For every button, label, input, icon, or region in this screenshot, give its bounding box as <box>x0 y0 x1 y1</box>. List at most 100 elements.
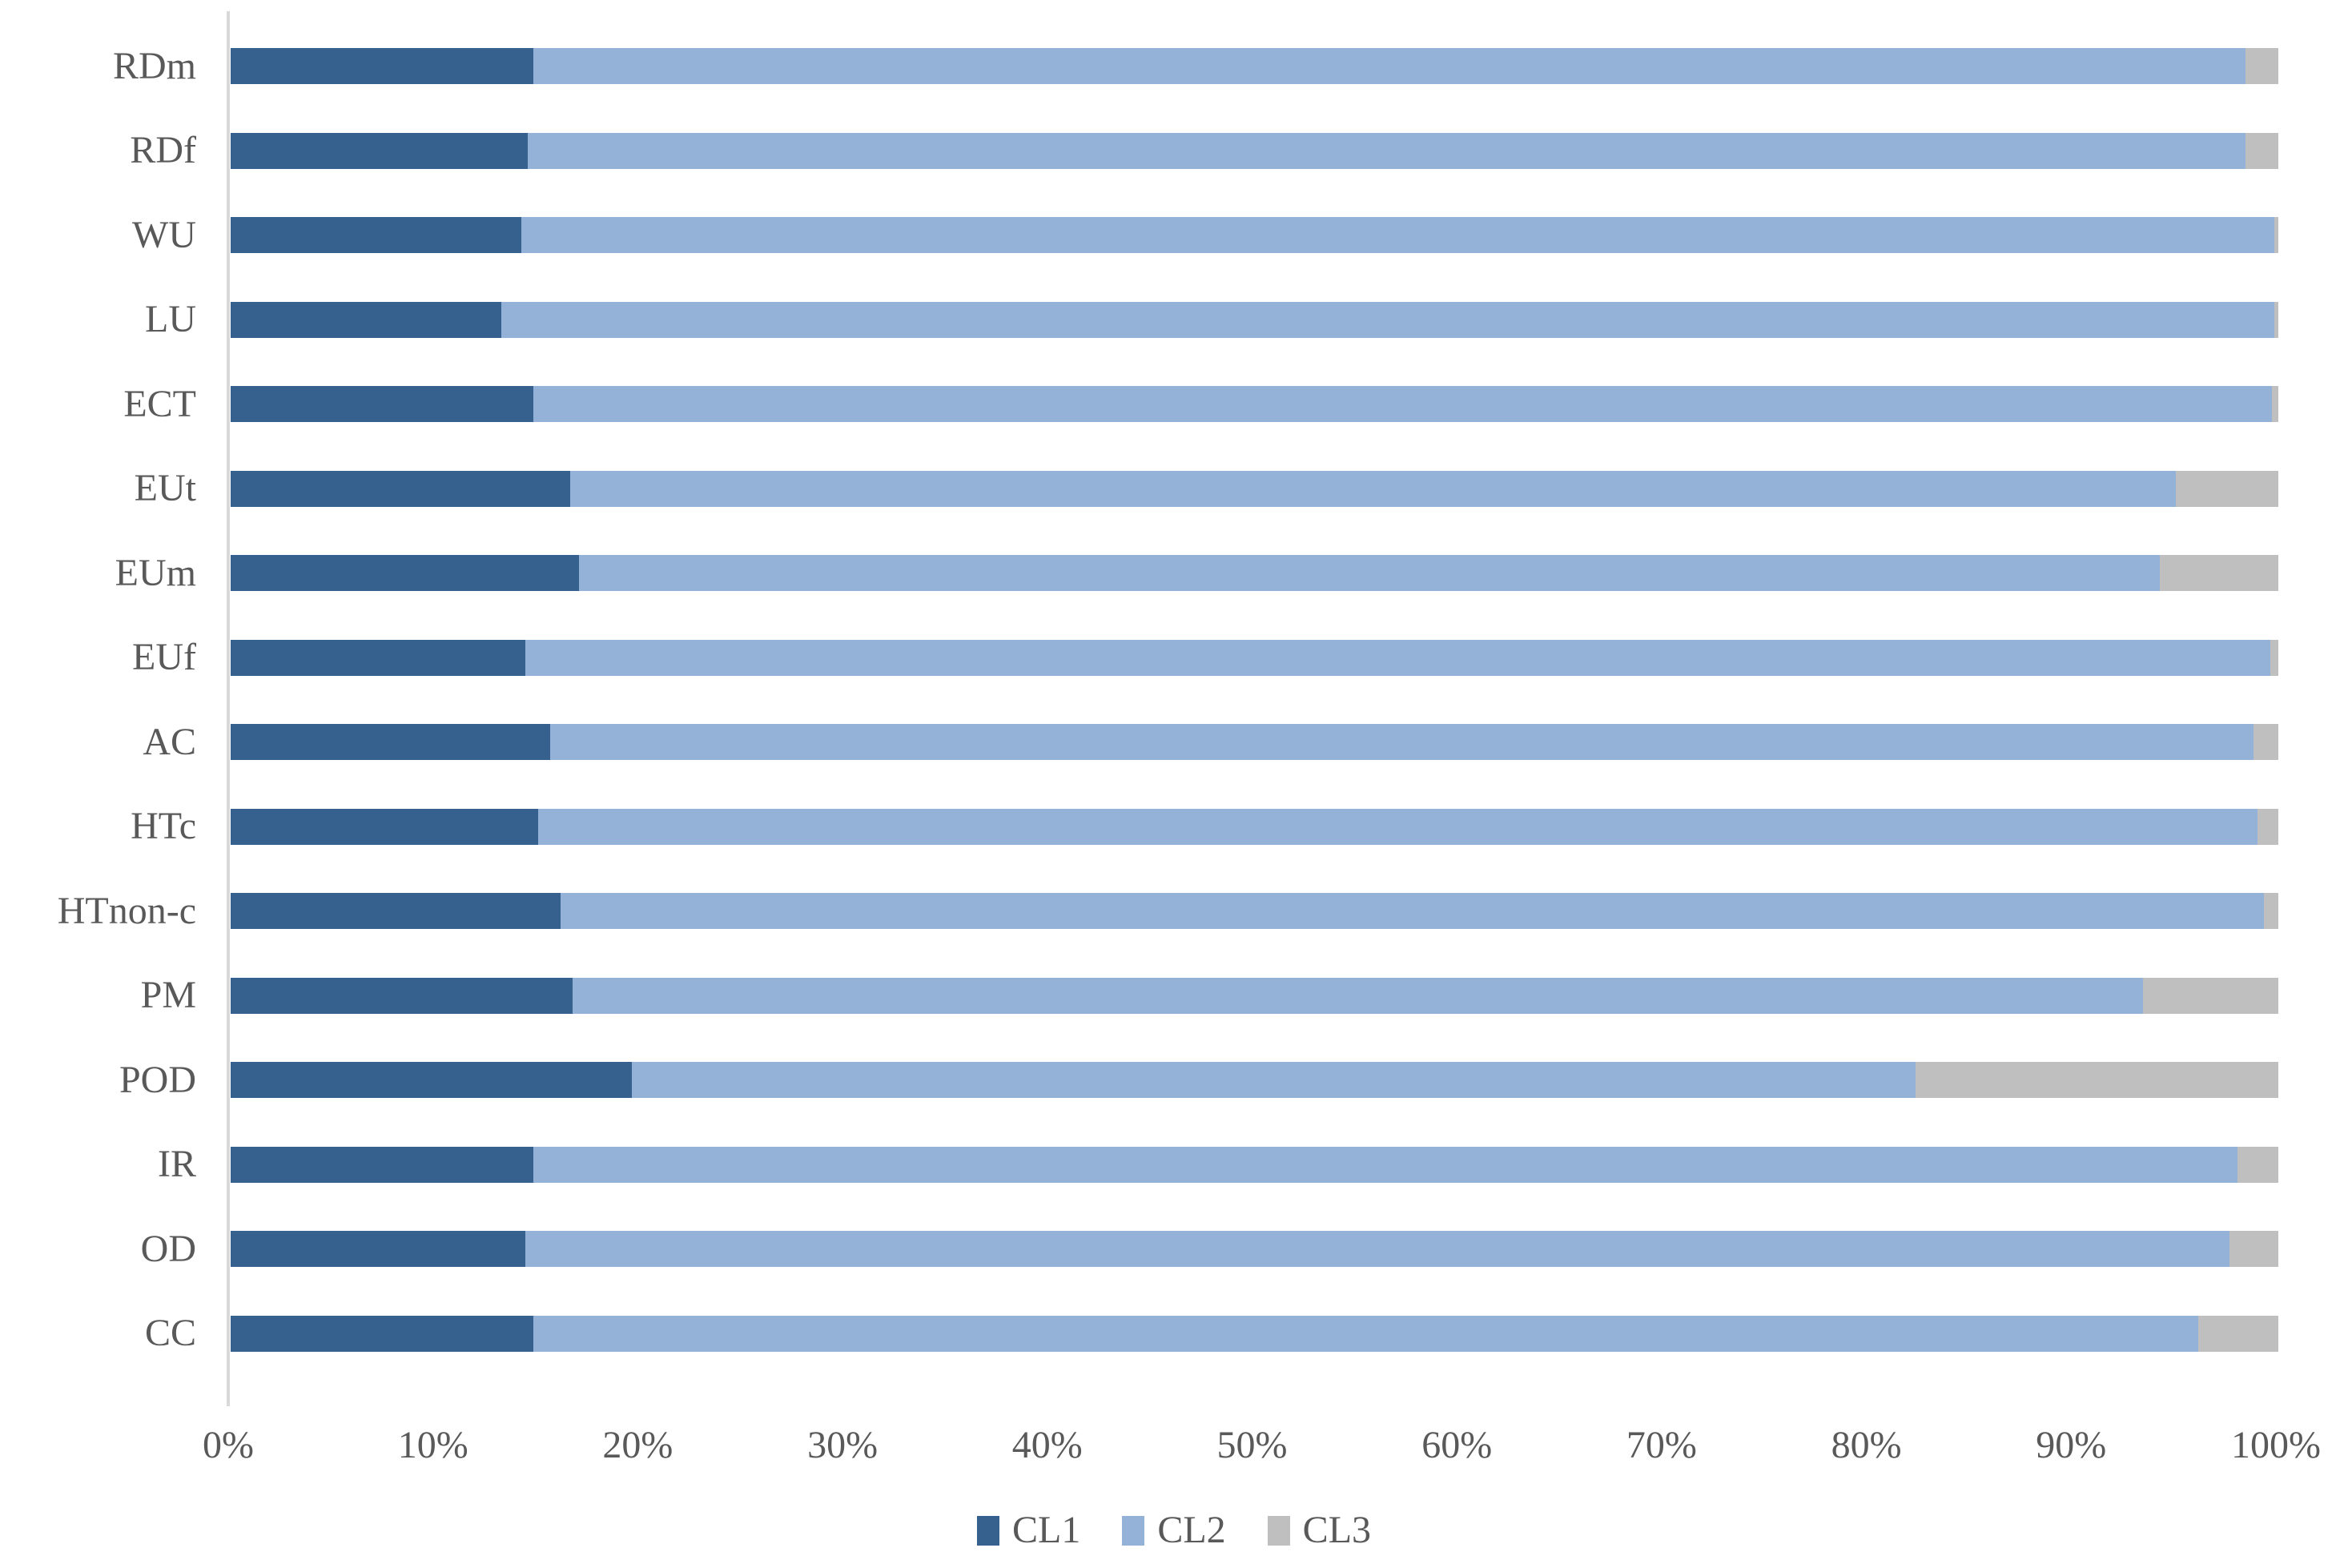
legend-item-cl1: CL1 <box>976 1509 1081 1551</box>
legend-item-cl2: CL2 <box>1122 1509 1226 1551</box>
category-label-euf: EUf <box>132 636 196 679</box>
bar-segment-cl3 <box>1916 1062 2278 1099</box>
category-label-cc: CC <box>144 1312 196 1355</box>
bar-row-od <box>231 1231 2278 1268</box>
bar-segment-cl1 <box>231 977 573 1014</box>
bar-segment-cl2 <box>632 1062 1916 1099</box>
bar-segment-cl1 <box>231 1146 534 1183</box>
bar-segment-cl1 <box>231 301 501 338</box>
bar-segment-cl1 <box>231 1231 526 1268</box>
bar-segment-cl2 <box>573 977 2144 1014</box>
plot-area <box>231 24 2278 1376</box>
bar-segment-cl3 <box>2254 724 2278 761</box>
bar-segment-cl3 <box>2143 977 2278 1014</box>
bar-row-eum <box>231 555 2278 592</box>
bar-segment-cl3 <box>2176 470 2278 507</box>
bar-segment-cl1 <box>231 48 534 85</box>
category-label-rdm: RDm <box>112 44 196 87</box>
legend-item-cl3: CL3 <box>1267 1509 1372 1551</box>
bar-segment-cl2 <box>533 1315 2199 1352</box>
bar-segment-cl3 <box>2229 1231 2278 1268</box>
x-tick-label-40pct: 40% <box>1011 1424 1083 1466</box>
x-tick-label-30pct: 30% <box>807 1424 878 1466</box>
bar-segment-cl1 <box>231 639 526 676</box>
category-label-lu: LU <box>145 298 196 341</box>
category-label-ir: IR <box>158 1143 196 1186</box>
chart-legend: CL1 CL2 CL3 <box>0 1510 2348 1551</box>
bar-segment-cl3 <box>2270 639 2278 676</box>
category-label-ect: ECT <box>123 382 196 425</box>
bar-segment-cl1 <box>231 808 538 845</box>
category-label-ac: AC <box>143 720 196 763</box>
bar-segment-cl1 <box>231 893 561 930</box>
bar-row-ect <box>231 386 2278 423</box>
bar-segment-cl2 <box>501 301 2274 338</box>
legend-label-cl2: CL2 <box>1157 1509 1226 1551</box>
bar-segment-cl3 <box>2272 386 2278 423</box>
bar-segment-cl2 <box>521 217 2274 254</box>
category-label-od: OD <box>140 1227 196 1270</box>
bar-segment-cl1 <box>231 555 579 592</box>
bar-row-htc <box>231 808 2278 845</box>
bar-row-eut <box>231 470 2278 507</box>
bar-segment-cl2 <box>533 1146 2237 1183</box>
bar-segment-cl2 <box>560 893 2265 930</box>
bar-row-rdm <box>231 48 2278 85</box>
y-axis-category-labels: RDm RDf WU LU ECT EUt EUm EUf AC HTc HTnon-c PM POD I… <box>0 24 196 1376</box>
bar-segment-cl2 <box>525 639 2270 676</box>
legend-swatch-cl3 <box>1267 1515 1290 1546</box>
bar-segment-cl2 <box>578 555 2160 592</box>
x-tick-label-50pct: 50% <box>1216 1424 1288 1466</box>
category-label-pod: POD <box>119 1058 196 1101</box>
bar-row-wu <box>231 217 2278 254</box>
legend-swatch-cl1 <box>976 1515 999 1546</box>
bar-segment-cl1 <box>231 386 534 423</box>
bar-segment-cl1 <box>231 132 528 169</box>
bar-segment-cl1 <box>231 1315 534 1352</box>
bar-segment-cl3 <box>2198 1315 2278 1352</box>
bar-segment-cl2 <box>537 808 2258 845</box>
bar-segment-cl2 <box>525 1231 2229 1268</box>
bar-row-ir <box>231 1146 2278 1183</box>
legend-label-cl1: CL1 <box>1011 1509 1081 1551</box>
bar-segment-cl2 <box>549 724 2254 761</box>
legend-label-cl3: CL3 <box>1302 1509 1372 1551</box>
bar-segment-cl3 <box>2237 1146 2278 1183</box>
bar-row-ac <box>231 724 2278 761</box>
category-label-wu: WU <box>132 213 196 256</box>
category-label-rdf: RDf <box>130 129 196 172</box>
bar-segment-cl3 <box>2159 555 2278 592</box>
x-tick-label-20pct: 20% <box>602 1424 673 1466</box>
x-tick-label-90pct: 90% <box>2036 1424 2107 1466</box>
bar-segment-cl1 <box>231 217 522 254</box>
bar-segment-cl2 <box>570 470 2177 507</box>
bar-row-euf <box>231 639 2278 676</box>
bar-segment-cl3 <box>2274 301 2278 338</box>
category-label-eut: EUt <box>134 467 196 510</box>
bar-segment-cl3 <box>2245 132 2278 169</box>
category-label-htc: HTc <box>131 805 196 848</box>
bar-row-cc <box>231 1315 2278 1352</box>
bar-row-pod <box>231 1062 2278 1099</box>
bar-segment-cl1 <box>231 724 550 761</box>
x-tick-label-70pct: 70% <box>1626 1424 1697 1466</box>
bar-row-lu <box>231 301 2278 338</box>
bar-segment-cl1 <box>231 1062 633 1099</box>
x-tick-label-10pct: 10% <box>397 1424 468 1466</box>
y-axis-line <box>227 11 230 1406</box>
bar-row-htnon-c <box>231 893 2278 930</box>
x-tick-label-80pct: 80% <box>1831 1424 1902 1466</box>
category-label-htnon-c: HTnon-c <box>57 889 196 932</box>
category-label-eum: EUm <box>115 551 196 594</box>
bar-segment-cl3 <box>2264 893 2278 930</box>
x-tick-label-60pct: 60% <box>1421 1424 1493 1466</box>
x-axis-ticks: 0% 10% 20% 30% 40% 50% 60% 70% 80% 90% 100% <box>0 1421 2348 1478</box>
bar-segment-cl2 <box>533 48 2246 85</box>
legend-swatch-cl2 <box>1122 1515 1145 1546</box>
bar-segment-cl3 <box>2258 808 2278 845</box>
bar-segment-cl2 <box>527 132 2246 169</box>
bar-segment-cl3 <box>2274 217 2278 254</box>
bar-segment-cl1 <box>231 470 571 507</box>
bar-row-pm <box>231 977 2278 1014</box>
